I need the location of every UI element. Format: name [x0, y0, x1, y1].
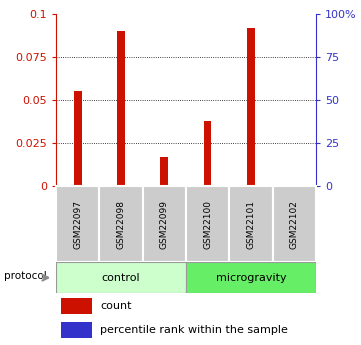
Bar: [247, 28, 255, 186]
Text: GSM22098: GSM22098: [117, 200, 125, 249]
Text: protocol: protocol: [4, 271, 47, 281]
Text: microgravity: microgravity: [216, 273, 286, 283]
Bar: [56, 262, 186, 293]
Text: GSM22097: GSM22097: [73, 200, 82, 249]
Bar: [61, 298, 92, 314]
Bar: [186, 186, 229, 262]
Bar: [290, 185, 298, 186]
Bar: [74, 91, 82, 186]
Bar: [117, 31, 125, 186]
Text: percentile rank within the sample: percentile rank within the sample: [100, 325, 288, 335]
Text: GSM22101: GSM22101: [247, 200, 255, 249]
Text: GSM22099: GSM22099: [160, 200, 169, 249]
Bar: [99, 186, 143, 262]
Bar: [273, 186, 316, 262]
Bar: [143, 186, 186, 262]
Bar: [186, 262, 316, 293]
Bar: [160, 157, 168, 186]
Text: count: count: [100, 301, 132, 311]
Bar: [229, 186, 273, 262]
Text: control: control: [102, 273, 140, 283]
Text: GSM22102: GSM22102: [290, 200, 299, 249]
Bar: [117, 185, 125, 186]
Bar: [247, 185, 255, 186]
Bar: [204, 185, 212, 186]
Bar: [61, 322, 92, 338]
Text: GSM22100: GSM22100: [203, 200, 212, 249]
Bar: [204, 121, 212, 186]
Bar: [74, 185, 82, 186]
Bar: [56, 186, 99, 262]
